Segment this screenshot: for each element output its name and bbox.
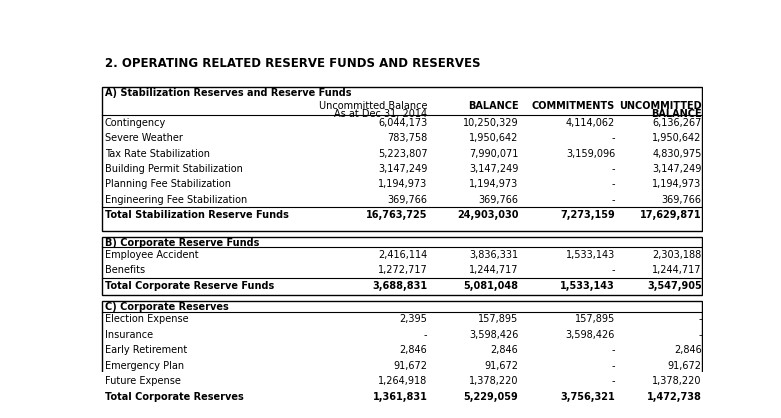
Text: 157,895: 157,895 (478, 314, 519, 324)
Text: 3,836,331: 3,836,331 (469, 250, 519, 260)
Text: -: - (698, 330, 701, 340)
Text: -: - (612, 195, 615, 205)
Text: 369,766: 369,766 (387, 195, 427, 205)
Text: 2. OPERATING RELATED RESERVE FUNDS AND RESERVES: 2. OPERATING RELATED RESERVE FUNDS AND R… (105, 57, 480, 70)
Text: 1,950,642: 1,950,642 (652, 133, 701, 143)
Text: 3,598,426: 3,598,426 (565, 330, 615, 340)
Text: 10,250,329: 10,250,329 (462, 118, 519, 127)
Text: 3,547,905: 3,547,905 (647, 281, 701, 291)
Text: 5,081,048: 5,081,048 (463, 281, 519, 291)
Text: -: - (612, 179, 615, 189)
Text: As at Dec 31, 2014: As at Dec 31, 2014 (334, 109, 427, 119)
Text: 6,136,267: 6,136,267 (652, 118, 701, 127)
Text: 1,264,918: 1,264,918 (378, 376, 427, 386)
Text: 2,846: 2,846 (490, 345, 519, 355)
Text: 16,763,725: 16,763,725 (366, 210, 427, 220)
Text: Total Corporate Reserves: Total Corporate Reserves (105, 392, 244, 402)
Text: 5,229,059: 5,229,059 (464, 392, 519, 402)
Text: 2,846: 2,846 (400, 345, 427, 355)
Text: 6,044,173: 6,044,173 (378, 118, 427, 127)
Text: 91,672: 91,672 (394, 361, 427, 371)
Text: Planning Fee Stabilization: Planning Fee Stabilization (105, 179, 231, 189)
Text: 91,672: 91,672 (668, 361, 701, 371)
Text: 3,159,096: 3,159,096 (566, 148, 615, 158)
Text: -: - (698, 314, 701, 324)
Text: 1,472,738: 1,472,738 (647, 392, 701, 402)
Text: Early Retirement: Early Retirement (105, 345, 187, 355)
Text: Total Stabilization Reserve Funds: Total Stabilization Reserve Funds (105, 210, 289, 220)
Text: Election Expense: Election Expense (105, 314, 188, 324)
Text: 1,272,717: 1,272,717 (378, 265, 427, 275)
Bar (102, 237, 701, 295)
Text: 1,244,717: 1,244,717 (652, 265, 701, 275)
Text: -: - (612, 133, 615, 143)
Text: 91,672: 91,672 (484, 361, 519, 371)
Text: 3,688,831: 3,688,831 (373, 281, 427, 291)
Text: 3,147,249: 3,147,249 (652, 164, 701, 174)
Text: Engineering Fee Stabilization: Engineering Fee Stabilization (105, 195, 247, 205)
Text: Emergency Plan: Emergency Plan (105, 361, 184, 371)
Text: 2,846: 2,846 (674, 345, 701, 355)
Text: -: - (612, 164, 615, 174)
Text: 17,629,871: 17,629,871 (640, 210, 701, 220)
Text: 2,303,188: 2,303,188 (652, 250, 701, 260)
Text: 1,950,642: 1,950,642 (469, 133, 519, 143)
Text: -: - (612, 376, 615, 386)
Text: 7,990,071: 7,990,071 (469, 148, 519, 158)
Text: 7,273,159: 7,273,159 (561, 210, 615, 220)
Bar (102, 87, 701, 231)
Text: 1,378,220: 1,378,220 (652, 376, 701, 386)
Bar (102, 301, 701, 406)
Text: 2,395: 2,395 (400, 314, 427, 324)
Text: 3,756,321: 3,756,321 (561, 392, 615, 402)
Text: Benefits: Benefits (105, 265, 145, 275)
Text: COMMITMENTS: COMMITMENTS (532, 101, 615, 111)
Text: C) Corporate Reserves: C) Corporate Reserves (105, 302, 229, 312)
Text: -: - (612, 265, 615, 275)
Text: BALANCE: BALANCE (468, 101, 519, 111)
Text: 1,378,220: 1,378,220 (469, 376, 519, 386)
Text: 2,416,114: 2,416,114 (378, 250, 427, 260)
Text: 783,758: 783,758 (387, 133, 427, 143)
Text: Total Corporate Reserve Funds: Total Corporate Reserve Funds (105, 281, 274, 291)
Text: 3,147,249: 3,147,249 (378, 164, 427, 174)
Text: Insurance: Insurance (105, 330, 153, 340)
Text: Building Permit Stabilization: Building Permit Stabilization (105, 164, 243, 174)
Text: 1,533,143: 1,533,143 (566, 250, 615, 260)
Text: 1,194,973: 1,194,973 (652, 179, 701, 189)
Text: B) Corporate Reserve Funds: B) Corporate Reserve Funds (105, 238, 259, 248)
Text: Employee Accident: Employee Accident (105, 250, 198, 260)
Text: 1,194,973: 1,194,973 (378, 179, 427, 189)
Text: 3,598,426: 3,598,426 (469, 330, 519, 340)
Text: 3,147,249: 3,147,249 (469, 164, 519, 174)
Text: Uncommitted Balance: Uncommitted Balance (319, 101, 427, 111)
Text: Tax Rate Stabilization: Tax Rate Stabilization (105, 148, 210, 158)
Text: 369,766: 369,766 (662, 195, 701, 205)
Text: -: - (612, 361, 615, 371)
Text: 24,903,030: 24,903,030 (457, 210, 519, 220)
Text: 157,895: 157,895 (575, 314, 615, 324)
Text: 1,361,831: 1,361,831 (373, 392, 427, 402)
Text: Contingency: Contingency (105, 118, 166, 127)
Text: Severe Weather: Severe Weather (105, 133, 183, 143)
Text: 4,114,062: 4,114,062 (566, 118, 615, 127)
Text: 1,194,973: 1,194,973 (469, 179, 519, 189)
Text: 1,244,717: 1,244,717 (469, 265, 519, 275)
Text: UNCOMMITTED: UNCOMMITTED (619, 101, 701, 111)
Text: 5,223,807: 5,223,807 (378, 148, 427, 158)
Text: 1,533,143: 1,533,143 (561, 281, 615, 291)
Text: A) Stabilization Reserves and Reserve Funds: A) Stabilization Reserves and Reserve Fu… (105, 89, 351, 99)
Text: 369,766: 369,766 (478, 195, 519, 205)
Text: 4,830,975: 4,830,975 (652, 148, 701, 158)
Text: -: - (612, 345, 615, 355)
Text: Future Expense: Future Expense (105, 376, 180, 386)
Text: -: - (424, 330, 427, 340)
Text: BALANCE: BALANCE (651, 109, 701, 119)
